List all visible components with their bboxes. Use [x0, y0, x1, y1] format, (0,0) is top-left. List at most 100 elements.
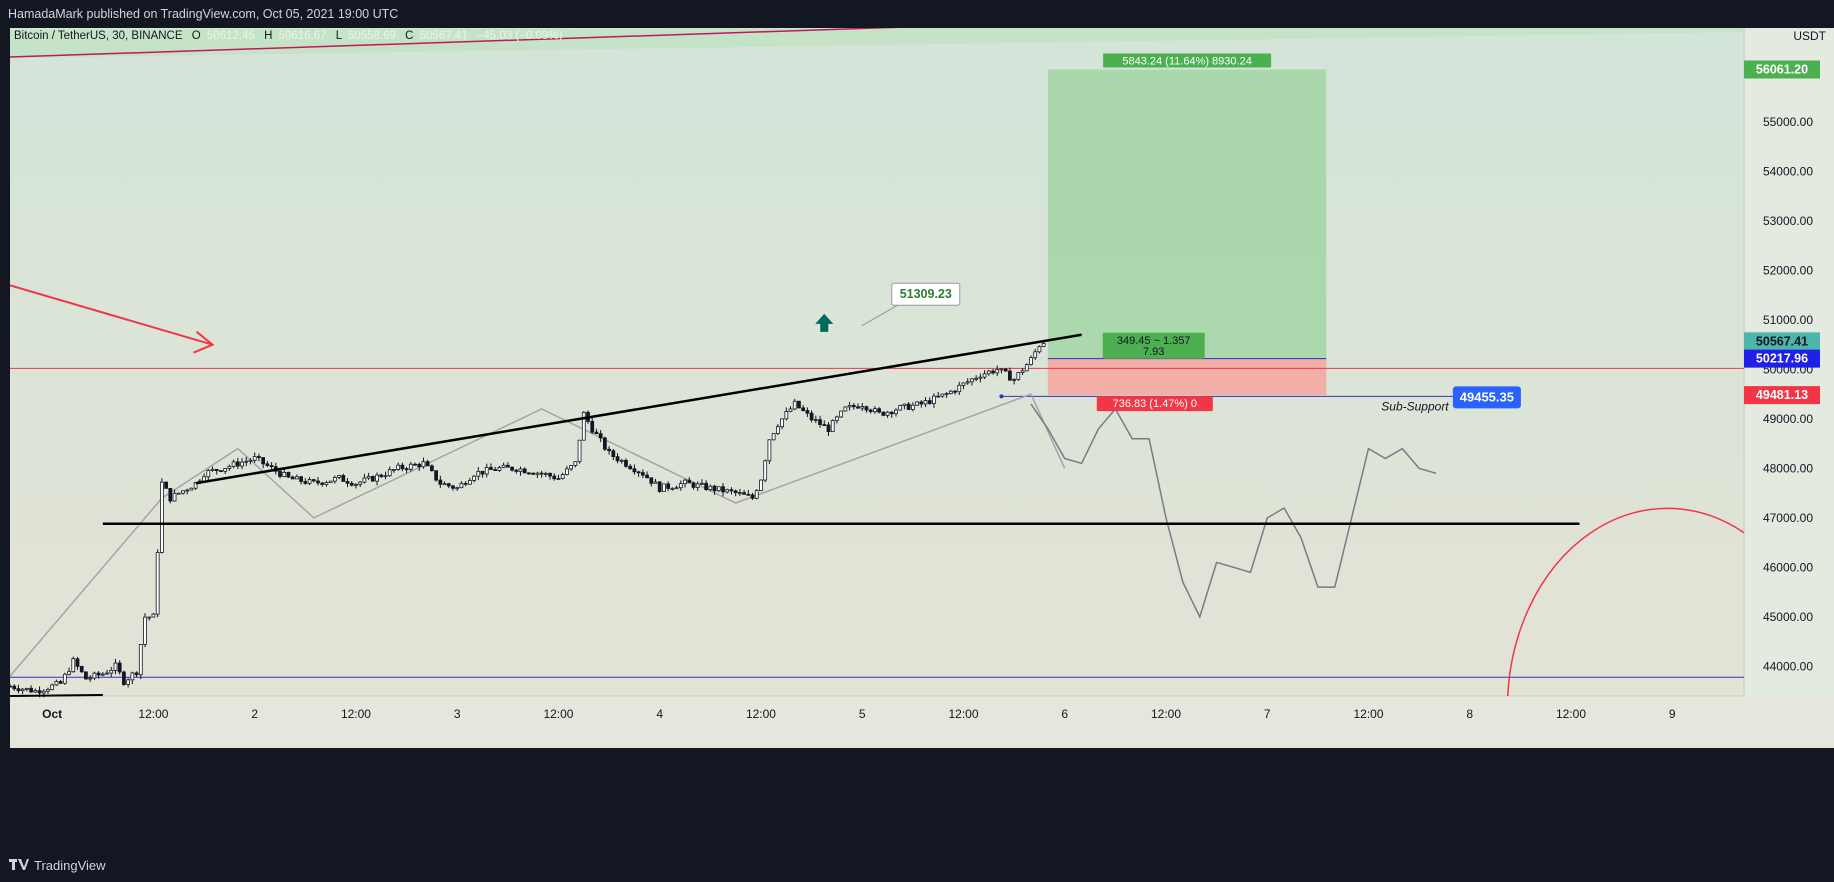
- down-candle: [628, 465, 633, 470]
- price-tick-label: 51000.00: [1763, 313, 1813, 327]
- down-candle: [826, 424, 831, 432]
- up-candle: [375, 474, 379, 482]
- time-tick-label: 9: [1669, 707, 1676, 721]
- down-candle: [219, 470, 223, 472]
- price-tick-label: 53000.00: [1763, 214, 1813, 228]
- legend-c-label: C: [405, 30, 413, 42]
- up-candle: [932, 395, 936, 404]
- down-candle: [611, 450, 616, 458]
- up-candle: [244, 460, 249, 463]
- time-tick-label: Oct: [42, 707, 62, 721]
- up-candle: [653, 481, 658, 484]
- down-candle: [349, 482, 354, 486]
- down-candle: [400, 464, 405, 470]
- target-label-text: 5843.24 (11.64%) 8930.24: [1122, 56, 1251, 68]
- price-tick-label: 48000.00: [1763, 461, 1813, 475]
- ohlc-legend: Bitcoin / TetherUS, 30, BINANCE O 50612.…: [14, 30, 563, 42]
- up-candle: [767, 439, 772, 462]
- legend-change: −45.03 (−0.09%): [477, 30, 563, 42]
- down-candle: [122, 671, 126, 685]
- up-candle: [392, 469, 396, 471]
- down-candle: [640, 472, 645, 476]
- down-candle: [868, 409, 873, 413]
- down-candle: [801, 407, 806, 411]
- up-candle: [535, 472, 540, 475]
- up-candle: [683, 479, 687, 485]
- up-candle: [421, 461, 426, 468]
- footer-bar: TradingView: [0, 848, 1834, 882]
- up-candle: [902, 403, 907, 406]
- legend-h-value: 50616.67: [279, 30, 327, 42]
- up-candle: [873, 408, 877, 413]
- up-candle: [130, 672, 135, 681]
- up-candle: [176, 492, 181, 495]
- down-candle: [721, 486, 725, 493]
- up-candle: [484, 467, 489, 475]
- up-candle: [113, 662, 118, 671]
- up-candle: [1037, 346, 1042, 353]
- up-candle: [332, 477, 337, 482]
- down-candle: [919, 401, 924, 405]
- up-candle: [771, 433, 776, 441]
- down-candle: [311, 479, 316, 482]
- up-candle: [387, 469, 392, 477]
- time-tick-label: 3: [454, 707, 461, 721]
- up-candle: [67, 671, 71, 675]
- down-candle: [657, 481, 662, 492]
- up-candle: [695, 483, 700, 488]
- down-candle: [286, 472, 291, 478]
- down-candle: [864, 406, 869, 411]
- footer-brand: TradingView: [34, 858, 106, 873]
- candles: [10, 340, 1046, 698]
- up-candle: [995, 369, 1000, 374]
- down-candle: [615, 456, 620, 462]
- up-candle: [138, 644, 143, 676]
- up-candle: [109, 669, 114, 674]
- position-zones[interactable]: [1047, 69, 1327, 396]
- price-callout-box: [891, 282, 961, 306]
- down-candle: [489, 467, 493, 470]
- up-candle: [46, 689, 50, 692]
- publisher-bar: HamadaMark published on TradingView.com,…: [0, 0, 1834, 28]
- price-tag-box: [1744, 60, 1820, 79]
- up-candle: [565, 468, 569, 475]
- price-tick-label: 55000.00: [1763, 115, 1813, 129]
- price-axis: 44000.00 45000.00 46000.00 47000.00 48000.00…: [1763, 115, 1813, 673]
- up-candle: [700, 482, 704, 485]
- down-candle: [742, 492, 746, 495]
- up-candle: [982, 373, 987, 378]
- up-candle: [923, 400, 928, 405]
- up-candle: [105, 672, 109, 675]
- up-candle: [965, 381, 970, 384]
- time-axis-panel[interactable]: [10, 696, 1834, 748]
- down-candle: [877, 408, 881, 413]
- price-chart[interactable]: 5843.24 (11.64%) 8930.24 736.83 (1.47%) 0…: [10, 28, 1834, 848]
- price-tag: 50217.96: [1744, 349, 1820, 368]
- up-candle: [189, 487, 194, 491]
- down-candle: [856, 406, 860, 409]
- up-candle: [999, 368, 1004, 371]
- down-candle: [649, 477, 654, 484]
- up-candle: [775, 426, 780, 434]
- price-tag-value: 56061.20: [1756, 63, 1808, 77]
- up-candle: [396, 464, 401, 470]
- annotations[interactable]: 5843.24 (11.64%) 8930.24 736.83 (1.47%) 0…: [815, 53, 1521, 414]
- publisher-line: HamadaMark published on TradingView.com,…: [8, 7, 399, 21]
- down-candle: [316, 480, 320, 484]
- up-candle: [784, 411, 789, 420]
- down-candle: [598, 433, 603, 439]
- price-tag-value: 50567.41: [1756, 334, 1808, 348]
- up-candle: [940, 393, 945, 397]
- price-tick-label: 49000.00: [1763, 412, 1813, 426]
- up-candle: [569, 465, 574, 470]
- up-candle: [240, 461, 244, 467]
- up-candle: [24, 687, 29, 690]
- up-candle: [155, 552, 160, 615]
- price-tag: 56061.20: [1744, 60, 1820, 79]
- up-candle: [62, 673, 67, 684]
- trend-lines[interactable]: [10, 284, 1745, 697]
- down-candle: [729, 489, 734, 492]
- up-candle: [678, 483, 683, 489]
- down-candle: [712, 485, 717, 492]
- up-candle: [839, 410, 844, 418]
